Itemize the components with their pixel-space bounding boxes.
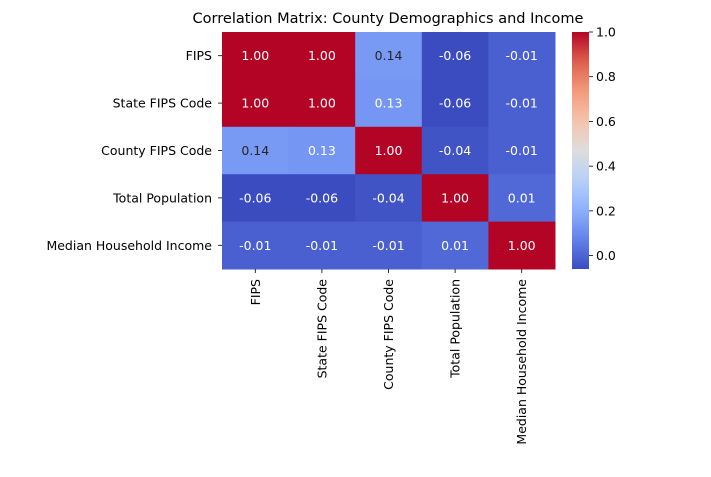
column-label: County FIPS Code bbox=[381, 279, 396, 390]
cell-value-label: -0.06 bbox=[239, 190, 271, 205]
heatmap-cell bbox=[355, 126, 423, 175]
heatmap-cell bbox=[421, 126, 489, 175]
heatmap-cell bbox=[488, 32, 556, 80]
cell-value-label: 1.00 bbox=[441, 190, 469, 205]
heatmap-cell bbox=[421, 79, 489, 128]
heatmap-cell bbox=[488, 221, 556, 270]
row-label: FIPS bbox=[186, 48, 212, 63]
row-label: State FIPS Code bbox=[113, 96, 213, 111]
heatmap-cell bbox=[355, 174, 423, 223]
column-label: State FIPS Code bbox=[314, 279, 329, 379]
heatmap-cell bbox=[222, 221, 290, 270]
column-label: Median Household Income bbox=[514, 279, 529, 445]
chart-title: Correlation Matrix: County Demographics … bbox=[193, 11, 584, 27]
heatmap-cell bbox=[288, 221, 356, 270]
heatmap-cell bbox=[222, 174, 290, 223]
colorbar-tick-label: 0.8 bbox=[596, 69, 616, 84]
heatmap-cell bbox=[421, 221, 489, 270]
cell-value-label: 0.14 bbox=[375, 48, 403, 63]
heatmap-cell bbox=[488, 126, 556, 175]
row-label: Median Household Income bbox=[46, 238, 212, 253]
cell-value-label: -0.06 bbox=[439, 48, 471, 63]
heatmap-cells bbox=[222, 32, 556, 270]
heatmap-cell bbox=[421, 32, 489, 80]
cell-value-label: 1.00 bbox=[241, 96, 269, 111]
colorbar: 0.0 0.2 0.4 0.6 0.8 1.0 bbox=[572, 25, 616, 269]
heatmap-cell bbox=[355, 32, 423, 80]
heatmap-cell bbox=[421, 174, 489, 223]
cell-value-label: 0.01 bbox=[508, 190, 536, 205]
cell-value-label: 1.00 bbox=[308, 48, 336, 63]
heatmap-cell bbox=[355, 79, 423, 128]
heatmap-cell bbox=[288, 126, 356, 175]
heatmap-cell bbox=[488, 174, 556, 223]
colorbar-tick-label: 1.0 bbox=[596, 25, 616, 40]
cell-value-label: 1.00 bbox=[308, 96, 336, 111]
cell-value-label: 1.00 bbox=[508, 238, 536, 253]
column-label: Total Population bbox=[448, 279, 463, 379]
colorbar-tick-label: 0.4 bbox=[596, 159, 616, 174]
cell-value-label: -0.01 bbox=[306, 238, 338, 253]
cell-value-label: -0.01 bbox=[506, 143, 538, 158]
cell-value-label: -0.06 bbox=[306, 190, 338, 205]
heatmap-cell bbox=[222, 126, 290, 175]
heatmap-cell bbox=[355, 221, 423, 270]
heatmap-cell bbox=[288, 79, 356, 128]
cell-value-label: 0.13 bbox=[375, 96, 403, 111]
heatmap-cell bbox=[222, 32, 290, 80]
cell-value-label: -0.01 bbox=[372, 238, 404, 253]
cell-value-label: -0.04 bbox=[372, 190, 404, 205]
cell-value-label: 0.13 bbox=[308, 143, 336, 158]
heatmap-cell bbox=[222, 79, 290, 128]
heatmap-cell bbox=[488, 79, 556, 128]
cell-value-label: -0.01 bbox=[506, 48, 538, 63]
column-label: FIPS bbox=[248, 279, 263, 305]
cell-value-label: 1.00 bbox=[241, 48, 269, 63]
column-labels: FIPS State FIPS Code County FIPS Code Total… bbox=[248, 269, 529, 445]
row-labels: FIPS State FIPS Code County FIPS Code Total… bbox=[46, 48, 222, 253]
cell-value-label: -0.01 bbox=[239, 238, 271, 253]
colorbar-gradient bbox=[572, 32, 589, 269]
colorbar-tick-label: 0.6 bbox=[596, 114, 616, 129]
row-label: Total Population bbox=[112, 190, 212, 205]
cell-value-label: 0.01 bbox=[441, 238, 469, 253]
cell-value-label: 0.14 bbox=[241, 143, 269, 158]
heatmap-cell bbox=[288, 32, 356, 80]
heatmap-cell bbox=[288, 174, 356, 223]
colorbar-tick-label: 0.0 bbox=[596, 248, 616, 263]
heatmap-value-labels: 1.00 1.00 0.14 -0.06 -0.01 1.00 1.00 0.13 -0.06 -… bbox=[239, 48, 538, 253]
cell-value-label: 1.00 bbox=[375, 143, 403, 158]
row-label: County FIPS Code bbox=[101, 143, 212, 158]
cell-value-label: -0.01 bbox=[506, 96, 538, 111]
colorbar-tick-label: 0.2 bbox=[596, 203, 616, 218]
cell-value-label: -0.04 bbox=[439, 143, 471, 158]
cell-value-label: -0.06 bbox=[439, 96, 471, 111]
